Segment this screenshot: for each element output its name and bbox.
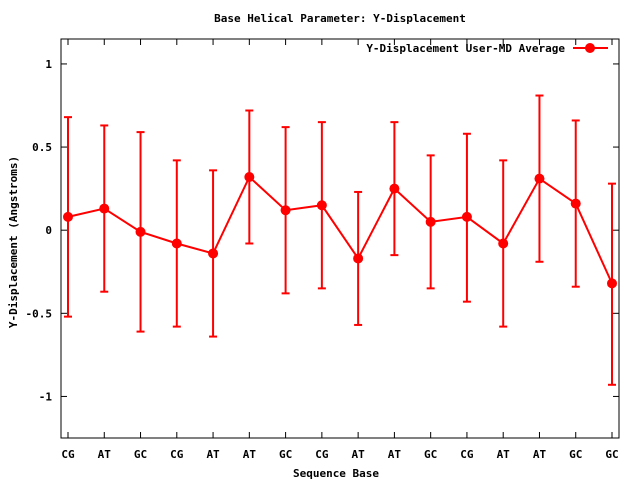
data-point	[425, 216, 436, 227]
data-point	[135, 226, 146, 237]
x-tick-label: GC	[134, 448, 147, 461]
y-axis-label: Y-Displacement (Angstroms)	[7, 156, 20, 328]
x-tick-label: CG	[315, 448, 329, 461]
data-point	[534, 173, 545, 184]
legend-marker-swatch	[585, 43, 595, 53]
legend: Y-Displacement User-MD Average	[366, 42, 608, 55]
data-point	[280, 205, 291, 216]
x-tick-label: CG	[61, 448, 75, 461]
x-tick-label: AT	[388, 448, 402, 461]
data-point	[208, 248, 219, 259]
legend-label: Y-Displacement User-MD Average	[366, 42, 565, 55]
x-axis-label: Sequence Base	[293, 467, 379, 480]
data-point	[498, 238, 509, 249]
y-tick-label: 0	[45, 224, 52, 237]
x-tick-label: AT	[533, 448, 547, 461]
x-tick-label: CG	[170, 448, 184, 461]
data-point	[63, 211, 73, 222]
y-axis-ticks: -1 -0.5 0 0.5 1	[26, 58, 619, 403]
x-tick-label: AT	[497, 448, 511, 461]
error-bars	[64, 94, 616, 386]
data-point	[461, 211, 472, 222]
data-point	[99, 203, 110, 214]
x-tick-label: GC	[424, 448, 437, 461]
data-point	[244, 171, 255, 182]
y-tick-label: -0.5	[26, 307, 53, 320]
x-tick-label: GC	[605, 448, 618, 461]
x-tick-label: GC	[279, 448, 292, 461]
chart-title: Base Helical Parameter: Y-Displacement	[214, 12, 466, 25]
data-point	[389, 183, 400, 194]
x-axis-ticks: CG AT GC CG AT AT GC CG AT AT GC CG AT AT GC GC	[61, 39, 619, 461]
x-tick-label: AT	[98, 448, 112, 461]
x-tick-label: GC	[569, 448, 582, 461]
data-point	[316, 200, 327, 211]
data-point	[570, 198, 581, 209]
data-points	[63, 171, 617, 289]
x-tick-label: CG	[460, 448, 474, 461]
data-point	[353, 253, 364, 264]
y-tick-label: -1	[39, 390, 53, 403]
series-line-group	[67, 175, 613, 284]
x-tick-label: AT	[243, 448, 257, 461]
x-tick-label: AT	[352, 448, 366, 461]
x-tick-label: AT	[206, 448, 220, 461]
y-tick-label: 0.5	[32, 141, 52, 154]
y-tick-label: 1	[45, 58, 52, 71]
plot-frame	[60, 38, 620, 439]
data-point	[607, 278, 617, 289]
series-line	[67, 175, 613, 284]
data-point	[171, 238, 182, 249]
